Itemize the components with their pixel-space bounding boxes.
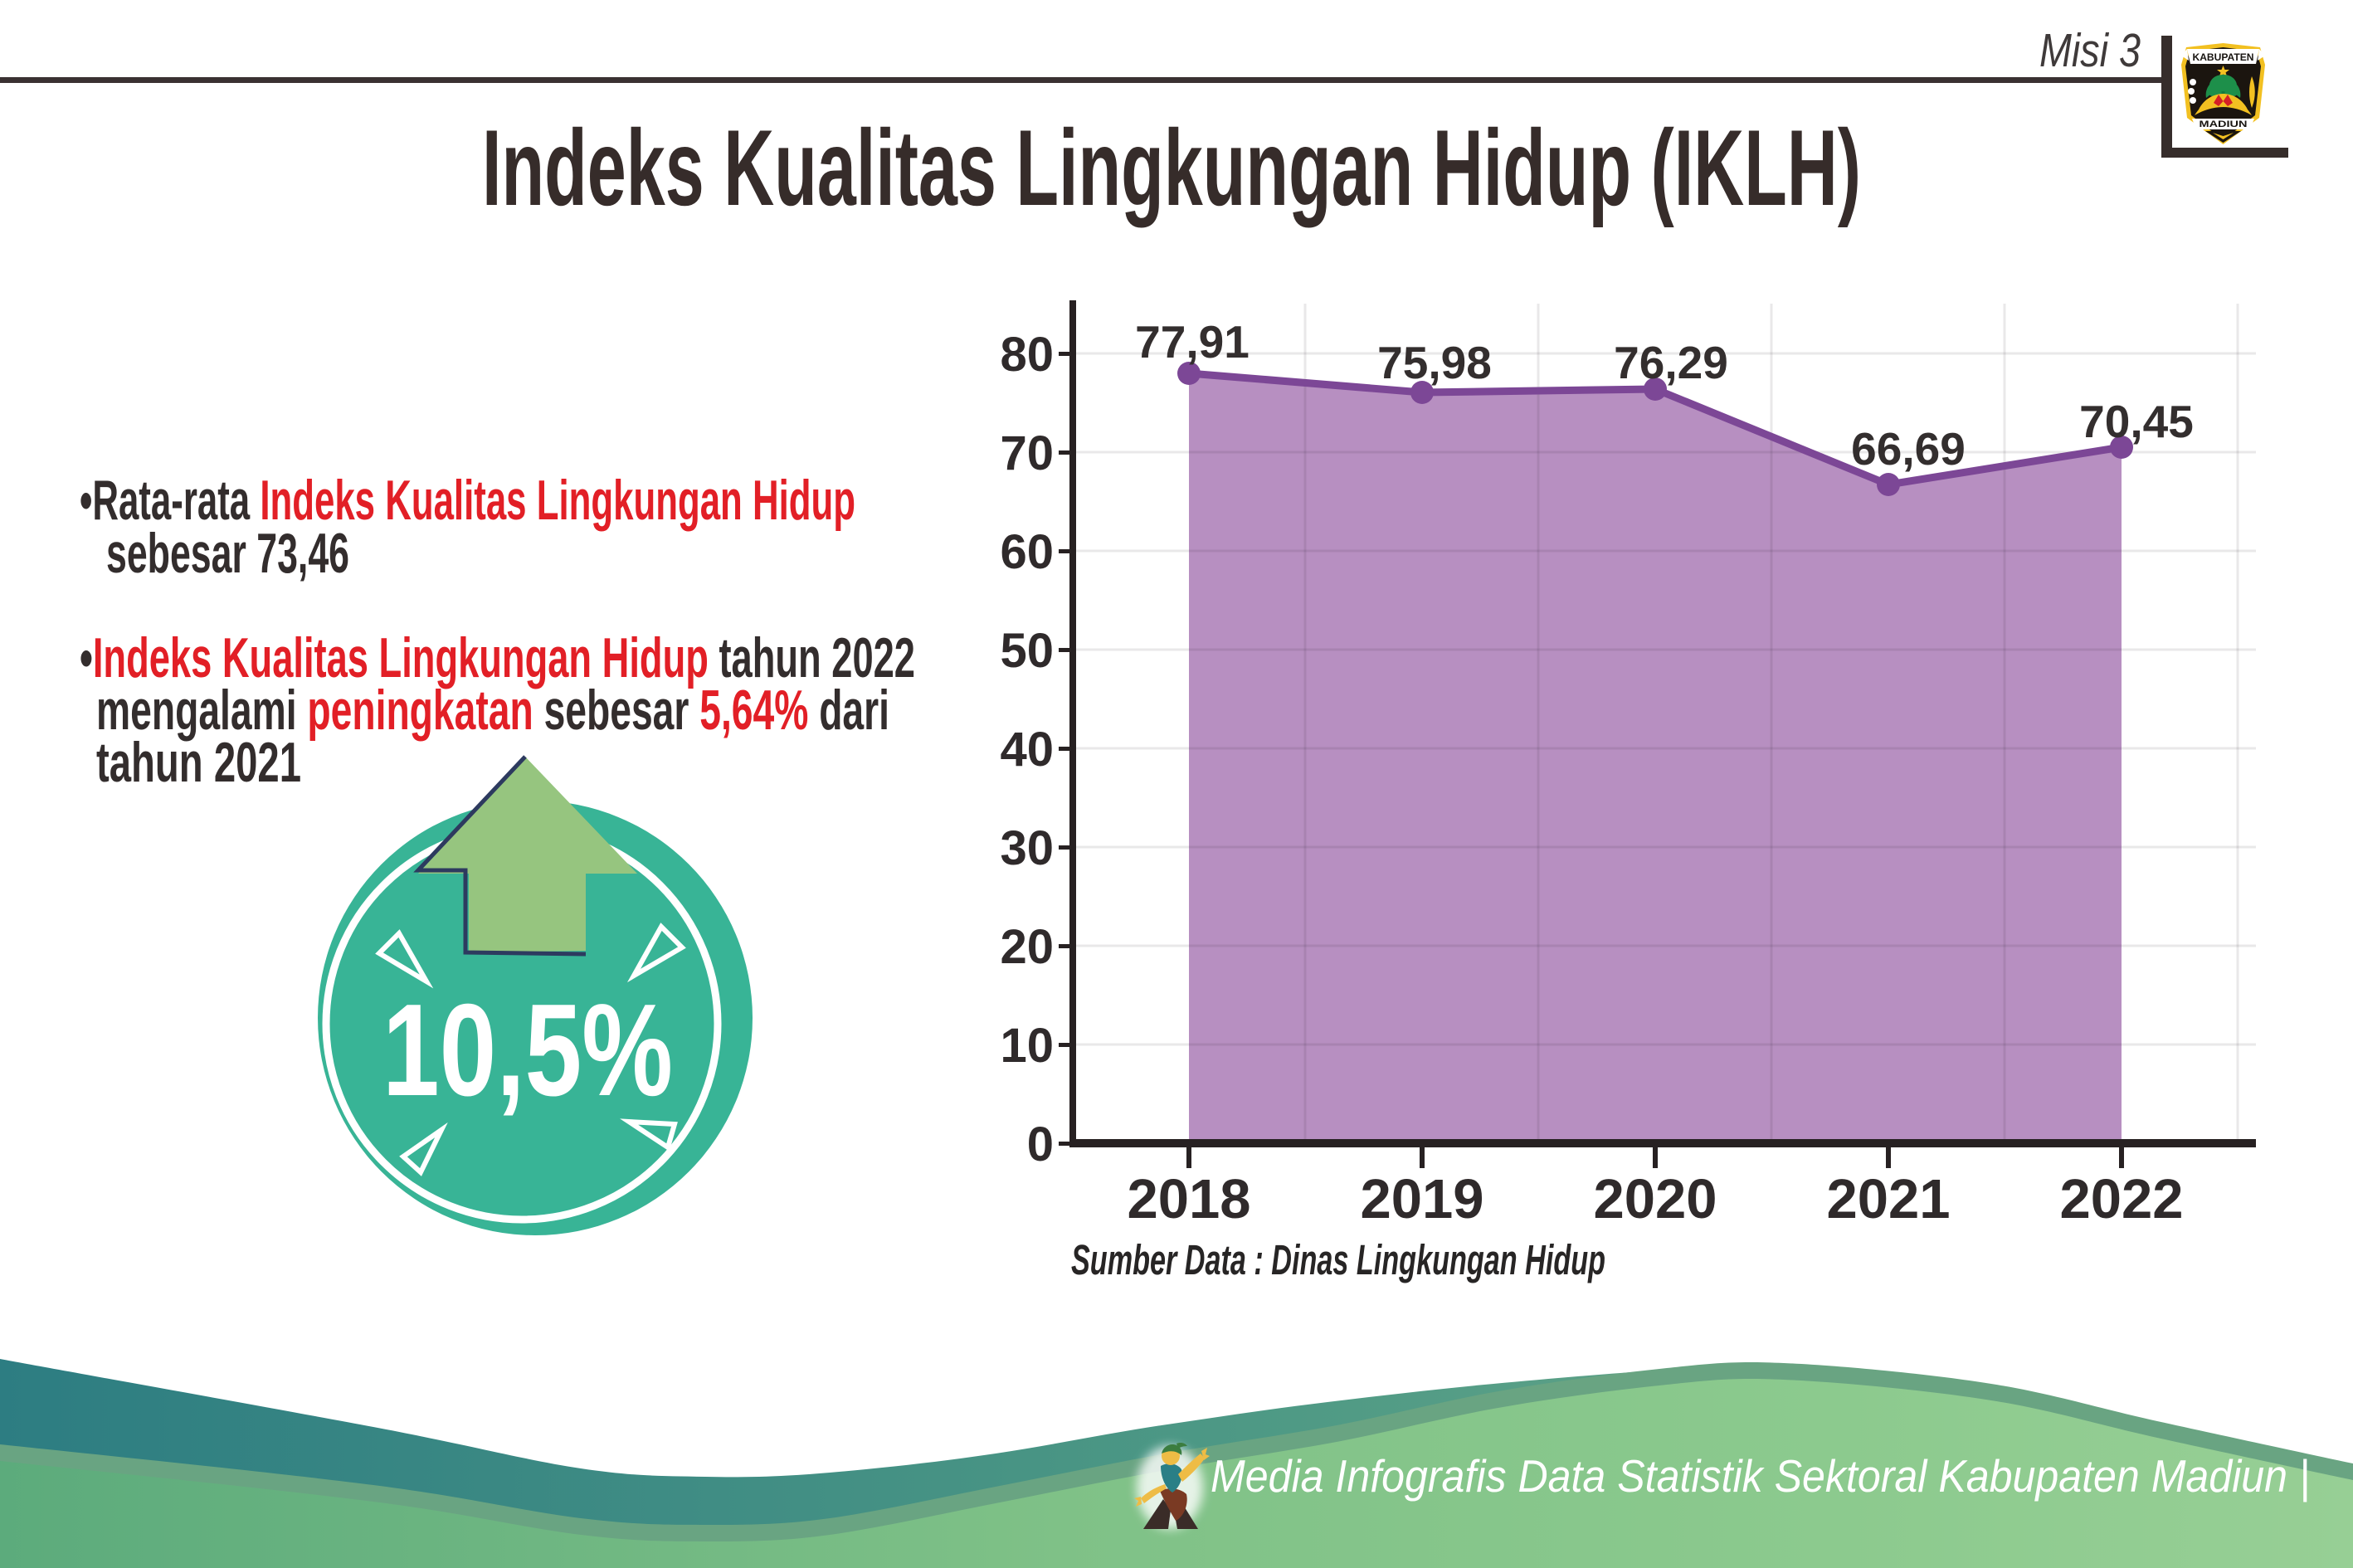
svg-text:•Rata-rata Indeks Kualitas Lin: •Rata-rata Indeks Kualitas Lingkungan Hi… [80, 469, 855, 532]
svg-text:2022: 2022 [2059, 1168, 2183, 1230]
svg-text:Media Infografis Data Statisti: Media Infografis Data Statistik Sektoral… [1211, 1450, 2310, 1502]
svg-text:76,29: 76,29 [1614, 337, 1728, 388]
svg-text:10: 10 [1000, 1019, 1054, 1073]
svg-text:60: 60 [1000, 525, 1054, 579]
svg-text:66,69: 66,69 [1851, 423, 1966, 475]
svg-text:•Indeks Kualitas Lingkungan Hi: •Indeks Kualitas Lingkungan Hidup tahun … [80, 626, 915, 689]
svg-text:77,91: 77,91 [1135, 316, 1250, 368]
svg-text:2019: 2019 [1360, 1168, 1483, 1230]
svg-text:70,45: 70,45 [2079, 396, 2194, 447]
svg-text:40: 40 [1000, 723, 1054, 777]
svg-text:10,5%: 10,5% [382, 977, 673, 1123]
svg-text:0: 0 [1027, 1118, 1054, 1171]
svg-text:20: 20 [1000, 920, 1054, 974]
svg-text:50: 50 [1000, 624, 1054, 678]
svg-text:2021: 2021 [1826, 1168, 1950, 1230]
svg-text:KABUPATEN: KABUPATEN [2193, 51, 2254, 63]
svg-text:tahun 2021: tahun 2021 [96, 731, 301, 794]
svg-text:75,98: 75,98 [1377, 337, 1492, 388]
svg-text:2020: 2020 [1593, 1168, 1717, 1230]
svg-text:80: 80 [1000, 328, 1054, 382]
svg-text:MADIUN: MADIUN [2200, 119, 2248, 129]
svg-text:2018: 2018 [1127, 1168, 1250, 1230]
svg-text:Misi 3: Misi 3 [2039, 24, 2141, 77]
svg-text:Indeks Kualitas Lingkungan Hid: Indeks Kualitas Lingkungan Hidup (IKLH) [482, 107, 1861, 228]
svg-text:Sumber Data : Dinas Lingkungan: Sumber Data : Dinas Lingkungan Hidup [1071, 1236, 1605, 1283]
svg-text:70: 70 [1000, 426, 1054, 480]
svg-text:mengalami peningkatan sebesar: mengalami peningkatan sebesar 5,64% dari [96, 679, 889, 742]
svg-text:sebesar 73,46: sebesar 73,46 [106, 522, 349, 585]
svg-text:30: 30 [1000, 821, 1054, 875]
